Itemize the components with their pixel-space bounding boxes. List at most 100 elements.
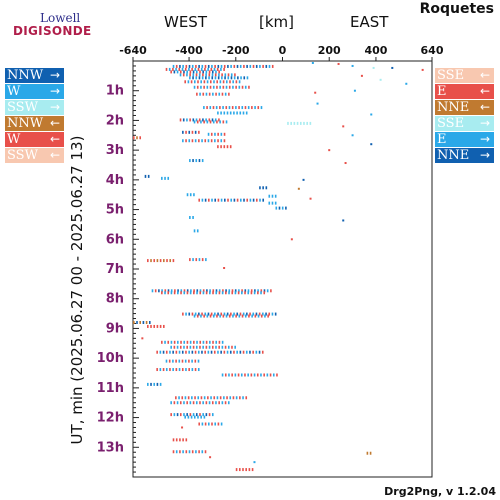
echo-mark bbox=[212, 85, 215, 89]
echo-mark bbox=[182, 139, 184, 143]
echo-mark bbox=[215, 70, 217, 74]
echo-mark bbox=[237, 291, 240, 295]
echo-mark bbox=[245, 111, 248, 115]
x-tick-label: 200 bbox=[318, 44, 341, 57]
echo-mark bbox=[181, 67, 184, 71]
echo-mark bbox=[281, 206, 284, 210]
echo-mark bbox=[265, 64, 268, 68]
echo-mark bbox=[264, 314, 266, 318]
echo-mark bbox=[186, 289, 189, 293]
arrow-right-icon: → bbox=[479, 116, 490, 130]
echo-mark bbox=[209, 85, 212, 89]
echo-mark bbox=[207, 139, 210, 143]
echo-mark bbox=[184, 359, 187, 363]
echo-mark bbox=[177, 289, 179, 293]
station-name: Roquetes bbox=[419, 1, 494, 17]
echo-mark bbox=[228, 106, 231, 110]
echo-mark bbox=[218, 70, 220, 74]
echo-mark bbox=[243, 76, 246, 80]
echo-mark bbox=[183, 289, 186, 293]
echo-mark bbox=[258, 312, 261, 316]
legend-label: NNE bbox=[437, 100, 470, 115]
echo-mark bbox=[226, 396, 228, 400]
data-point bbox=[342, 125, 345, 128]
data-point bbox=[223, 267, 226, 270]
echo-mark bbox=[218, 401, 220, 405]
echo-mark bbox=[246, 312, 248, 316]
echo-mark bbox=[271, 64, 274, 68]
echo-mark bbox=[196, 291, 198, 295]
echo-mark bbox=[178, 350, 181, 354]
echo-mark bbox=[275, 206, 278, 210]
echo-mark bbox=[178, 359, 181, 363]
echo-mark bbox=[212, 314, 215, 318]
echo-mark bbox=[218, 340, 221, 344]
echo-mark bbox=[219, 314, 221, 318]
echo-mark bbox=[234, 373, 237, 377]
echo-mark bbox=[233, 111, 235, 115]
echo-mark bbox=[242, 350, 245, 354]
echo-mark bbox=[202, 413, 204, 417]
echo-mark bbox=[200, 120, 202, 124]
echo-mark bbox=[241, 314, 244, 318]
echo-mark bbox=[192, 70, 195, 74]
echo-mark bbox=[172, 359, 174, 363]
echo-mark bbox=[236, 312, 239, 316]
echo-mark bbox=[206, 106, 208, 110]
echo-mark bbox=[172, 67, 174, 71]
echo-mark bbox=[251, 106, 253, 110]
echo-mark bbox=[211, 401, 214, 405]
echo-mark bbox=[187, 396, 190, 400]
echo-mark bbox=[245, 350, 248, 354]
echo-mark bbox=[203, 85, 205, 89]
echo-mark bbox=[181, 350, 184, 354]
echo-mark bbox=[202, 92, 205, 96]
echo-mark bbox=[183, 70, 185, 74]
echo-mark bbox=[176, 345, 179, 349]
echo-mark bbox=[183, 340, 186, 344]
echo-mark bbox=[172, 259, 175, 263]
arrow-right-icon: → bbox=[49, 100, 60, 114]
echo-mark bbox=[215, 401, 217, 405]
data-point bbox=[421, 68, 424, 71]
echo-mark bbox=[208, 76, 210, 80]
data-point bbox=[360, 74, 363, 77]
echo-mark bbox=[202, 289, 205, 293]
echo-mark bbox=[216, 120, 218, 124]
echo-mark bbox=[208, 73, 211, 77]
echo-mark bbox=[306, 121, 308, 125]
x-tick-label: 640 bbox=[421, 44, 444, 57]
data-point bbox=[302, 178, 305, 181]
echo-mark bbox=[234, 345, 236, 349]
echo-mark bbox=[244, 314, 247, 318]
echo-mark bbox=[178, 368, 181, 372]
echo-mark bbox=[274, 201, 277, 205]
echo-mark bbox=[201, 450, 204, 454]
echo-mark bbox=[150, 324, 152, 328]
legend-label: SSE bbox=[437, 116, 465, 131]
echo-mark bbox=[185, 64, 188, 68]
echo-mark bbox=[195, 70, 198, 74]
echo-mark bbox=[179, 70, 182, 74]
echo-mark bbox=[219, 85, 221, 89]
echo-mark bbox=[188, 130, 191, 134]
echo-mark bbox=[203, 106, 205, 110]
echo-mark bbox=[225, 85, 228, 89]
echo-mark bbox=[204, 198, 207, 202]
echo-mark bbox=[196, 340, 198, 344]
data-point bbox=[181, 426, 184, 429]
echo-mark bbox=[263, 289, 266, 293]
echo-mark bbox=[225, 291, 227, 295]
echo-mark bbox=[169, 368, 171, 372]
echo-mark bbox=[195, 159, 198, 163]
y-tick-label: 2h bbox=[106, 113, 124, 128]
echo-mark bbox=[217, 139, 219, 143]
echo-mark bbox=[221, 76, 223, 80]
echo-mark bbox=[222, 106, 224, 110]
echo-mark bbox=[195, 118, 198, 122]
echo-mark bbox=[199, 92, 201, 96]
echo-mark bbox=[205, 73, 207, 77]
echo-mark bbox=[167, 289, 170, 293]
echo-mark bbox=[179, 413, 182, 417]
